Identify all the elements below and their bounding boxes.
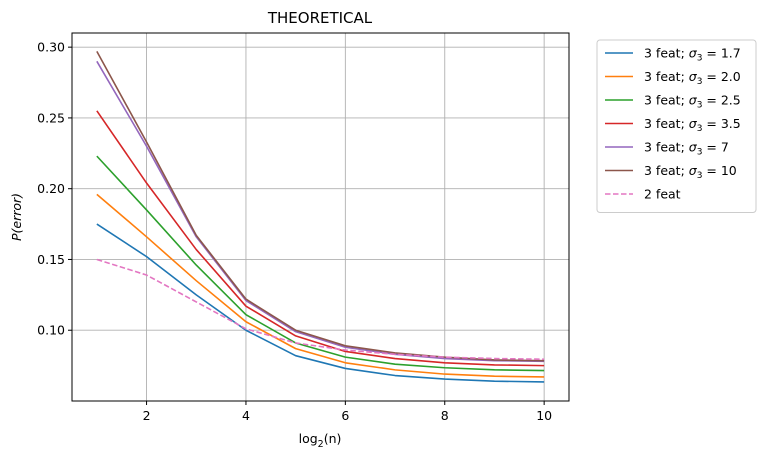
legend-label-6: 2 feat bbox=[644, 187, 681, 202]
series-line-0 bbox=[96, 223, 545, 383]
x-tick-label: 10 bbox=[536, 408, 552, 423]
y-axis-label: P(error) bbox=[9, 193, 24, 241]
legend-box bbox=[596, 39, 757, 213]
y-tick-label: 0.15 bbox=[37, 252, 65, 267]
x-axis: 2 4 6 8 10 bbox=[143, 401, 552, 423]
chart-title: THEORETICAL bbox=[267, 9, 373, 27]
x-axis-label-arg: (n) bbox=[324, 431, 342, 446]
y-axis: 0.10 0.15 0.20 0.25 0.30 bbox=[37, 40, 72, 338]
legend-label-0: 3 feat; σ3 = 1.7 bbox=[644, 46, 741, 64]
legend-label-4: 3 feat; σ3 = 7 bbox=[644, 140, 729, 158]
y-tick-label: 0.20 bbox=[37, 181, 65, 196]
series-line-2 bbox=[96, 155, 545, 372]
x-tick-label: 2 bbox=[143, 408, 151, 423]
series-line-6 bbox=[96, 258, 545, 361]
axes-frame bbox=[71, 32, 570, 402]
x-tick-label: 6 bbox=[341, 408, 349, 423]
grid bbox=[72, 33, 569, 401]
x-axis-label-base: 2 bbox=[318, 439, 324, 450]
x-axis-label: log2(n) bbox=[299, 431, 342, 450]
x-axis-label-log: log bbox=[299, 431, 318, 446]
legend-label-2: 3 feat; σ3 = 2.5 bbox=[644, 93, 741, 111]
legend: 3 feat; σ3 = 1.7 3 feat; σ3 = 2.0 3 feat; … bbox=[596, 39, 757, 213]
series-layer bbox=[96, 51, 545, 383]
y-tick-label: 0.10 bbox=[37, 323, 65, 338]
series-line-5 bbox=[96, 51, 545, 362]
x-tick-label: 8 bbox=[441, 408, 449, 423]
y-tick-label: 0.30 bbox=[37, 40, 65, 55]
series-line-1 bbox=[96, 193, 545, 378]
series-line-4 bbox=[96, 60, 545, 363]
y-tick-label: 0.25 bbox=[37, 110, 65, 125]
legend-label-3: 3 feat; σ3 = 3.5 bbox=[644, 116, 741, 134]
series-line-3 bbox=[96, 110, 545, 367]
legend-label-5: 3 feat; σ3 = 10 bbox=[644, 163, 737, 181]
legend-label-1: 3 feat; σ3 = 2.0 bbox=[644, 69, 741, 87]
x-tick-label: 4 bbox=[242, 408, 250, 423]
